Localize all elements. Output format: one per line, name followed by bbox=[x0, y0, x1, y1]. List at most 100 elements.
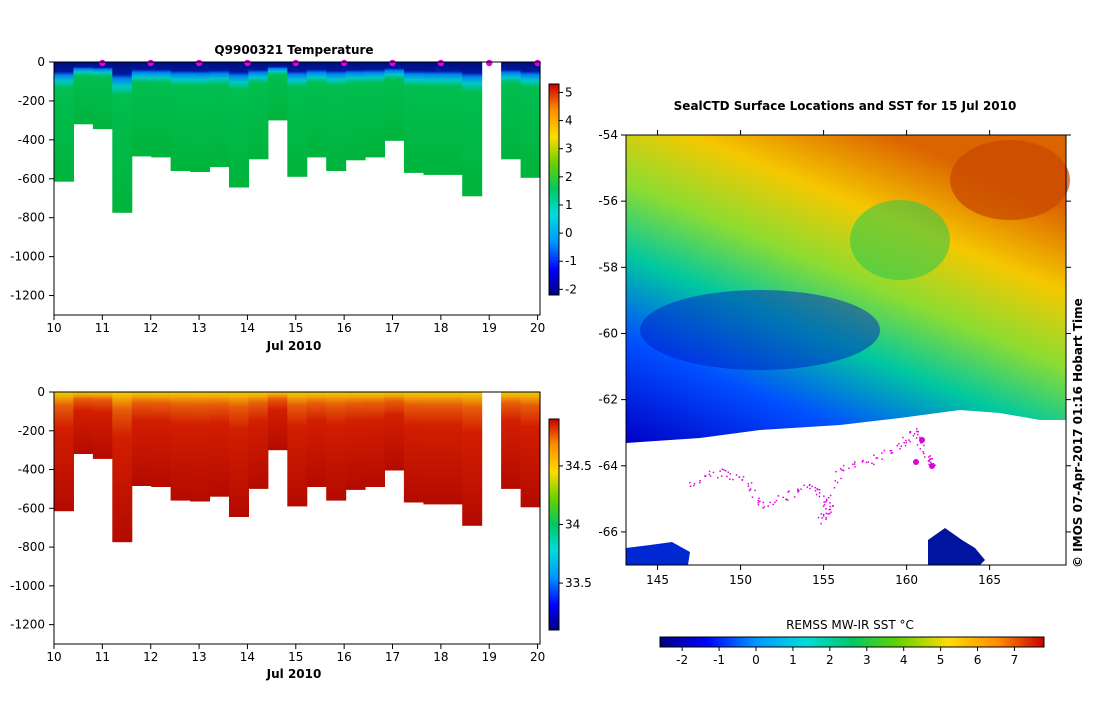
profile-column bbox=[267, 62, 288, 121]
seal-track-dot bbox=[720, 475, 723, 477]
profile-column bbox=[520, 62, 541, 178]
seal-track-dot bbox=[777, 495, 780, 497]
profile-column bbox=[54, 392, 74, 512]
seal-track-dot bbox=[827, 496, 830, 499]
seal-track-dot bbox=[823, 501, 825, 503]
x-tick-label: 10 bbox=[46, 321, 61, 335]
profile-column bbox=[248, 62, 269, 160]
temperature-colorbar bbox=[548, 83, 560, 296]
profile-column bbox=[170, 62, 191, 171]
seal-track-dot bbox=[828, 512, 831, 515]
seal-track-dot bbox=[913, 433, 916, 435]
seal-track-dot bbox=[916, 444, 919, 446]
seal-track-dot bbox=[841, 469, 843, 471]
seal-track-dot bbox=[699, 480, 701, 482]
seal-track-dot bbox=[797, 489, 799, 492]
salinity-colorbar bbox=[548, 418, 560, 631]
x-tick-label: 16 bbox=[337, 650, 352, 664]
map-latitude-axis: -54 -56 -58 -60 -62 -64 -66 bbox=[598, 128, 1071, 539]
colorbar-tick-label: 34.5 bbox=[565, 459, 592, 473]
seal-track-dot bbox=[825, 518, 827, 521]
profile-column bbox=[462, 62, 483, 197]
seal-track-dot bbox=[704, 475, 706, 477]
seal-track-dot bbox=[867, 461, 870, 463]
seal-track-dot bbox=[919, 436, 921, 439]
profile-column bbox=[501, 392, 522, 489]
profile-column bbox=[384, 62, 405, 141]
sst-colorbar-tick-label: 6 bbox=[974, 653, 982, 667]
seal-track-dot bbox=[757, 499, 759, 502]
antarctic-coast-west bbox=[626, 542, 690, 565]
sst-colorbar bbox=[659, 636, 1045, 648]
profile-column bbox=[112, 392, 133, 543]
profile-column bbox=[92, 62, 113, 130]
seal-track-dot bbox=[839, 468, 842, 470]
y-tick-label: -800 bbox=[18, 540, 45, 554]
profile-column bbox=[345, 62, 366, 161]
seal-track-dot bbox=[825, 501, 827, 503]
seal-track-dot bbox=[840, 477, 842, 480]
sea-ice-region bbox=[626, 410, 1066, 565]
profile-column bbox=[112, 62, 133, 213]
surface-marker bbox=[437, 59, 445, 67]
seal-track-dot bbox=[854, 466, 856, 468]
seal-track-dot bbox=[861, 461, 864, 463]
profile-column bbox=[403, 62, 424, 173]
lat-tick-label: -56 bbox=[598, 194, 618, 208]
seal-track-dot bbox=[782, 496, 784, 499]
temperature-section-panel: Q9900321 Temperature 0 -200 -400 -600 -800 -1… bbox=[10, 43, 577, 353]
seal-track-dot bbox=[920, 442, 922, 444]
seal-track-dot bbox=[787, 491, 789, 493]
seal-track-dot bbox=[814, 486, 817, 489]
sst-colorbar-tick-label: 1 bbox=[789, 653, 797, 667]
seal-track-dot bbox=[827, 513, 829, 515]
seal-track-dot bbox=[800, 488, 802, 490]
temperature-x-axis: 10 11 12 13 14 15 16 17 18 19 20 bbox=[46, 315, 545, 335]
x-tick-label: 19 bbox=[482, 321, 497, 335]
salinity-x-axis-label: Jul 2010 bbox=[266, 667, 322, 681]
profile-column bbox=[287, 62, 308, 177]
seal-track-dot bbox=[916, 430, 918, 433]
profile-column bbox=[501, 62, 522, 160]
profile-column bbox=[442, 392, 463, 505]
seal-track-dot bbox=[826, 499, 828, 502]
seal-track-dot bbox=[876, 457, 879, 459]
salinity-y-axis: 0 -200 -400 -600 -800 -1000 -1200 bbox=[10, 385, 54, 632]
seal-track-dot bbox=[930, 461, 932, 464]
profile-column bbox=[267, 392, 288, 451]
seal-track-dot bbox=[908, 439, 910, 441]
sst-colorbar-tick-label: -1 bbox=[713, 653, 725, 667]
seal-track-dot bbox=[881, 452, 883, 454]
salinity-section-panel: 0 -200 -400 -600 -800 -1000 -1200 10 11 12 13 14 15… bbox=[10, 385, 592, 681]
profile-column bbox=[326, 62, 347, 171]
seal-track-dot bbox=[762, 501, 764, 504]
seal-track-dot bbox=[735, 474, 738, 476]
seal-track-dot bbox=[785, 498, 788, 500]
y-tick-label: -1200 bbox=[10, 289, 45, 303]
sst-colorbar-ticks: -2 -1 0 1 2 3 4 5 6 7 bbox=[676, 647, 1018, 667]
sst-map-panel: SealCTD Surface Locations and SST for 15… bbox=[598, 99, 1071, 667]
profile-column bbox=[131, 392, 152, 486]
seal-track-dot bbox=[930, 458, 932, 460]
seal-track-dot bbox=[741, 479, 743, 481]
lat-tick-label: -58 bbox=[598, 260, 618, 274]
colorbar-tick-label: 2 bbox=[565, 170, 573, 184]
seal-track-dot bbox=[829, 494, 832, 497]
profile-column bbox=[131, 62, 152, 157]
seal-track-dot bbox=[689, 485, 692, 487]
y-tick-label: -200 bbox=[18, 424, 45, 438]
seal-track-dot bbox=[828, 508, 831, 511]
sst-warm-patch bbox=[950, 140, 1070, 220]
seal-track-dot bbox=[821, 517, 823, 519]
seal-track-dot bbox=[909, 432, 911, 434]
seal-track-dot bbox=[829, 502, 831, 504]
x-tick-label: 17 bbox=[385, 321, 400, 335]
seal-surface-location bbox=[913, 459, 919, 465]
colorbar-tick-label: 5 bbox=[565, 85, 573, 99]
profile-column bbox=[306, 392, 327, 487]
lat-tick-label: -64 bbox=[598, 459, 618, 473]
seal-track-dot bbox=[693, 484, 695, 487]
seal-track-dot bbox=[717, 477, 719, 479]
seal-track-dot bbox=[852, 463, 854, 465]
seal-track-dot bbox=[775, 499, 778, 502]
